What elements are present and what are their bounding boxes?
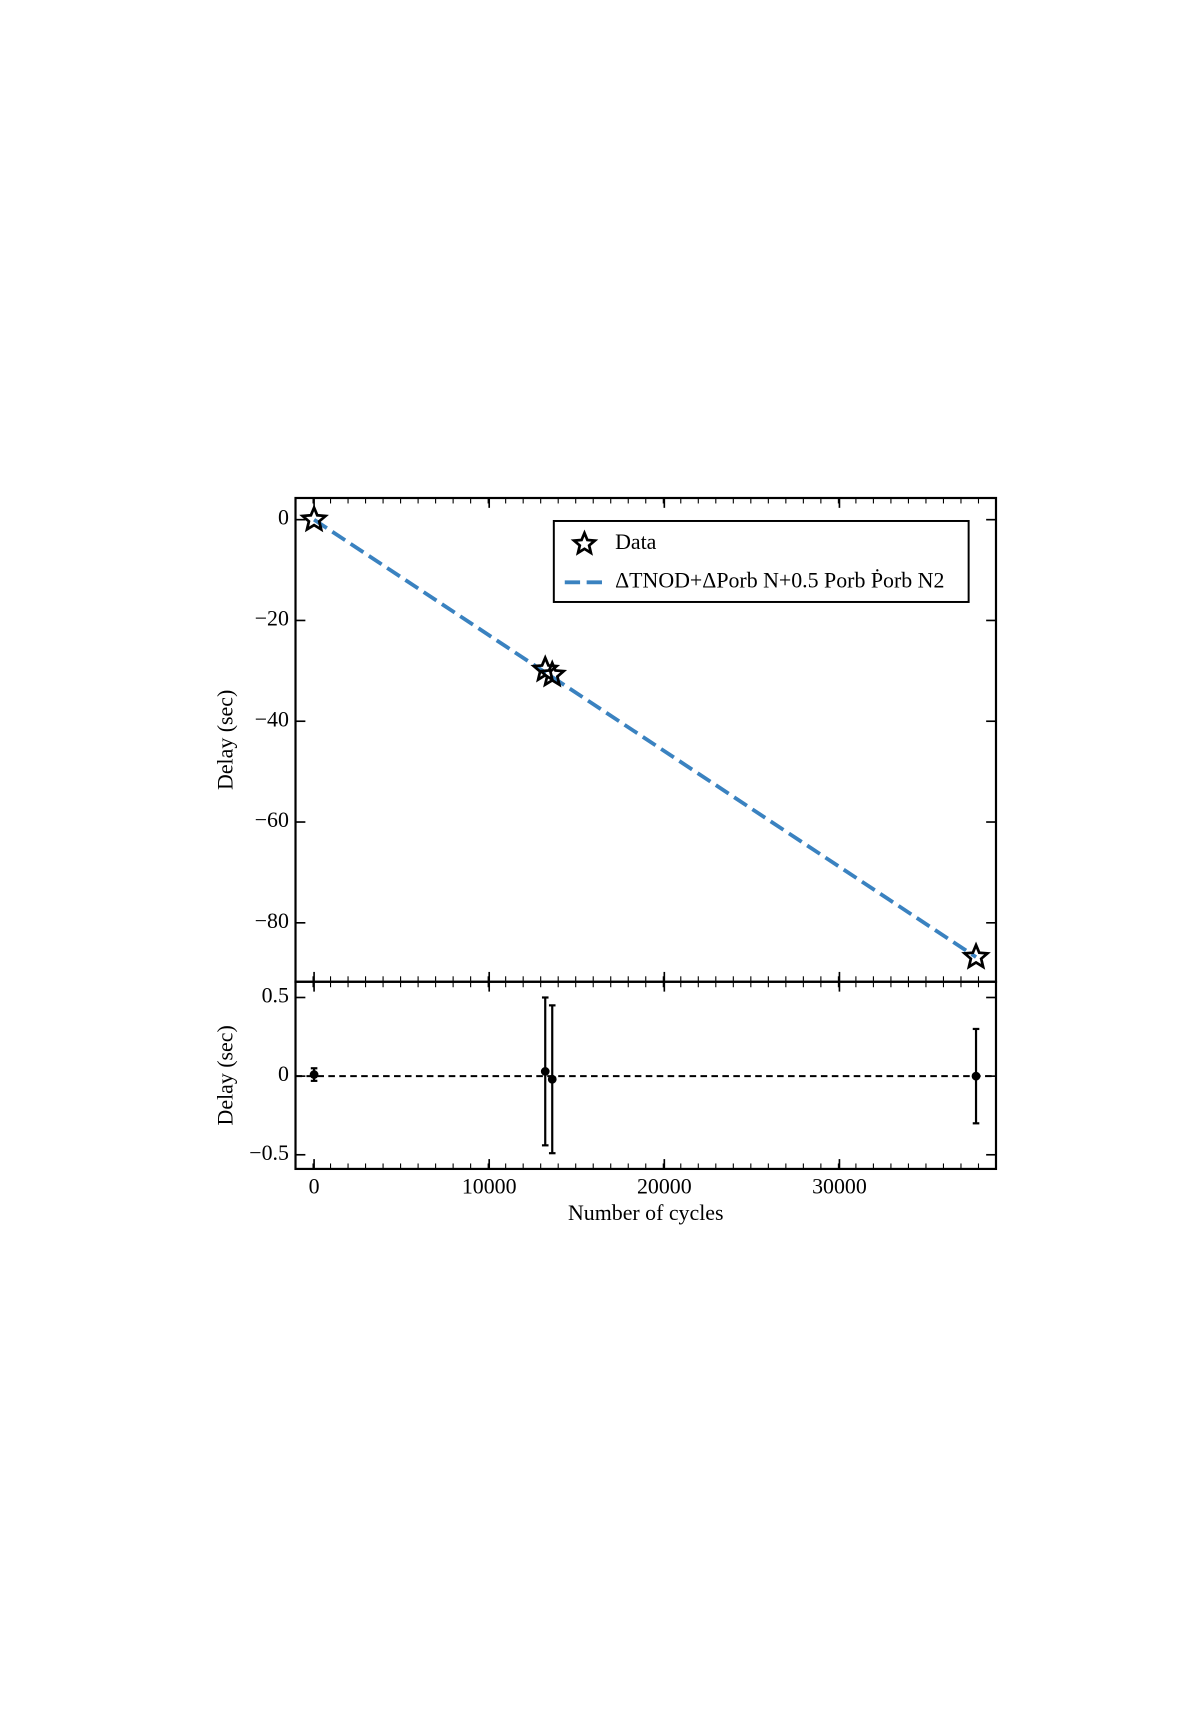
legend-label: Data — [615, 529, 657, 554]
figure: 0 −20 −40 −60 −80 Delay (sec) Data ΔTNOD+ΔPorb … — [213, 496, 998, 1225]
legend-box — [552, 519, 970, 603]
star-marker — [537, 659, 568, 688]
axes-frame — [294, 980, 998, 1171]
star-marker — [299, 504, 329, 533]
y-axis-label: Delay (sec) — [213, 690, 238, 790]
point — [547, 1074, 557, 1084]
x-tick-label: 10000 — [462, 1174, 517, 1199]
x-axis-label: Number of cycles — [568, 1200, 723, 1225]
y-tick-label: 0.5 — [262, 983, 289, 1008]
y-tick-label: 0 — [278, 1061, 289, 1086]
x-tick-label: 30000 — [812, 1174, 867, 1199]
y-tick-label: −80 — [255, 908, 289, 933]
point — [971, 1071, 981, 1081]
fit-line — [313, 518, 978, 959]
legend-marker — [570, 529, 599, 556]
y-tick-label: −60 — [255, 807, 289, 832]
y-axis-label: Delay (sec) — [213, 1025, 238, 1125]
y-tick-label: 0 — [278, 505, 289, 530]
point — [540, 1067, 550, 1076]
y-tick-label: −20 — [255, 605, 289, 630]
legend-label: ΔTNOD+ΔPorb N+0.5 Porb Ṗorb N2 — [615, 567, 944, 592]
y-tick-label: −40 — [255, 706, 289, 731]
x-tick-label: 0 — [309, 1174, 320, 1199]
point — [309, 1070, 319, 1079]
star-marker — [961, 941, 991, 970]
y-tick-label: −0.5 — [249, 1140, 289, 1165]
x-tick-label: 20000 — [637, 1174, 692, 1199]
